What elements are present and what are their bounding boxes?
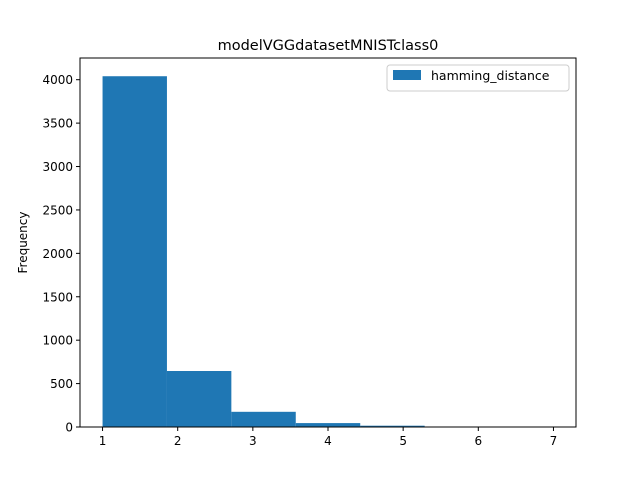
y-tick-label: 0 (65, 421, 73, 435)
y-tick-label: 1000 (42, 334, 73, 348)
y-tick-label: 2500 (42, 203, 73, 217)
y-tick-label: 500 (50, 377, 73, 391)
legend-swatch (393, 70, 421, 80)
x-tick-label: 3 (249, 434, 257, 448)
histogram-bar-5 (360, 425, 425, 427)
legend-box (386, 64, 570, 92)
x-tick-label: 5 (399, 434, 407, 448)
x-tick-label: 4 (324, 434, 332, 448)
chart-title: modelVGGdatasetMNISTclass0 (218, 38, 439, 54)
histogram-bar-2 (166, 371, 232, 427)
histogram-bar-1 (102, 76, 167, 427)
legend[interactable]: hamming_distance (386, 64, 570, 92)
x-tick-label: 7 (550, 434, 558, 448)
bars-group (102, 76, 554, 427)
y-tick-label: 2000 (42, 247, 73, 261)
y-tick-label: 3500 (42, 117, 73, 131)
y-tick-label: 1500 (42, 290, 73, 304)
x-tick-label: 6 (474, 434, 482, 448)
legend-label: hamming_distance (431, 68, 550, 83)
x-tick-label: 1 (99, 434, 107, 448)
histogram-bar-3 (231, 411, 296, 427)
x-tick-label: 2 (174, 434, 182, 448)
y-axis: 0 500 1000 1500 2000 2500 3000 3500 4000 (42, 73, 80, 435)
y-axis-label: Frequency (16, 212, 30, 274)
histogram-bar-4 (295, 423, 361, 427)
y-tick-label: 4000 (42, 73, 73, 87)
x-axis: 1 2 3 4 5 6 7 (99, 427, 558, 448)
y-tick-label: 3000 (42, 160, 73, 174)
